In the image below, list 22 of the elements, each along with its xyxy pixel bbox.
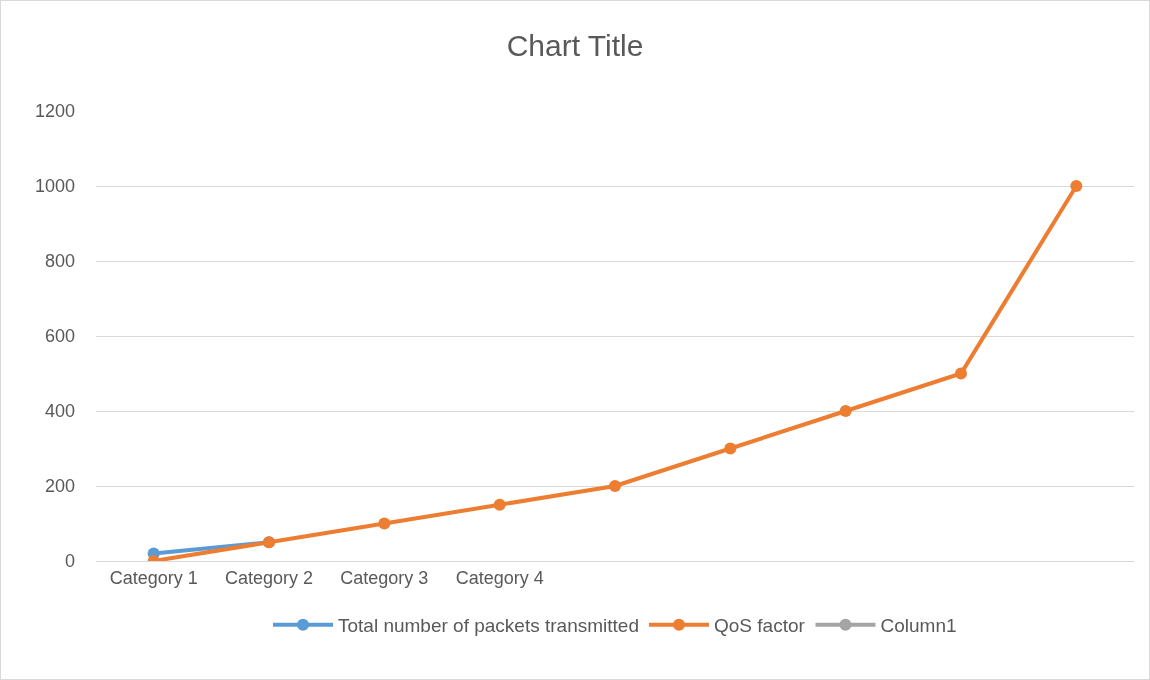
chart-title: Chart Title bbox=[506, 28, 644, 62]
y-tick-label: 1000 bbox=[34, 176, 75, 197]
x-tick-label: Category 4 bbox=[455, 567, 544, 588]
point bbox=[493, 498, 506, 511]
point bbox=[1070, 180, 1083, 192]
point bbox=[378, 517, 391, 530]
legend-label: QoS factor bbox=[713, 615, 806, 637]
point bbox=[609, 480, 621, 492]
legend-label: Column1 bbox=[880, 615, 957, 637]
x-tick-label: Category 1 bbox=[109, 567, 198, 588]
y-tick-label: 200 bbox=[44, 476, 75, 497]
legend-label: Total number of packets transmitted bbox=[338, 615, 639, 637]
y-tick-label: 0 bbox=[64, 551, 75, 572]
point bbox=[839, 405, 852, 417]
y-tick-label: 1200 bbox=[34, 101, 75, 122]
point bbox=[955, 367, 967, 380]
point bbox=[724, 442, 737, 455]
x-tick-label: Category 2 bbox=[224, 567, 314, 588]
y-tick-label: 400 bbox=[44, 401, 75, 422]
y-tick-label: 600 bbox=[44, 326, 75, 347]
y-tick-label: 800 bbox=[44, 251, 75, 272]
x-tick-label: Category 3 bbox=[340, 567, 429, 588]
